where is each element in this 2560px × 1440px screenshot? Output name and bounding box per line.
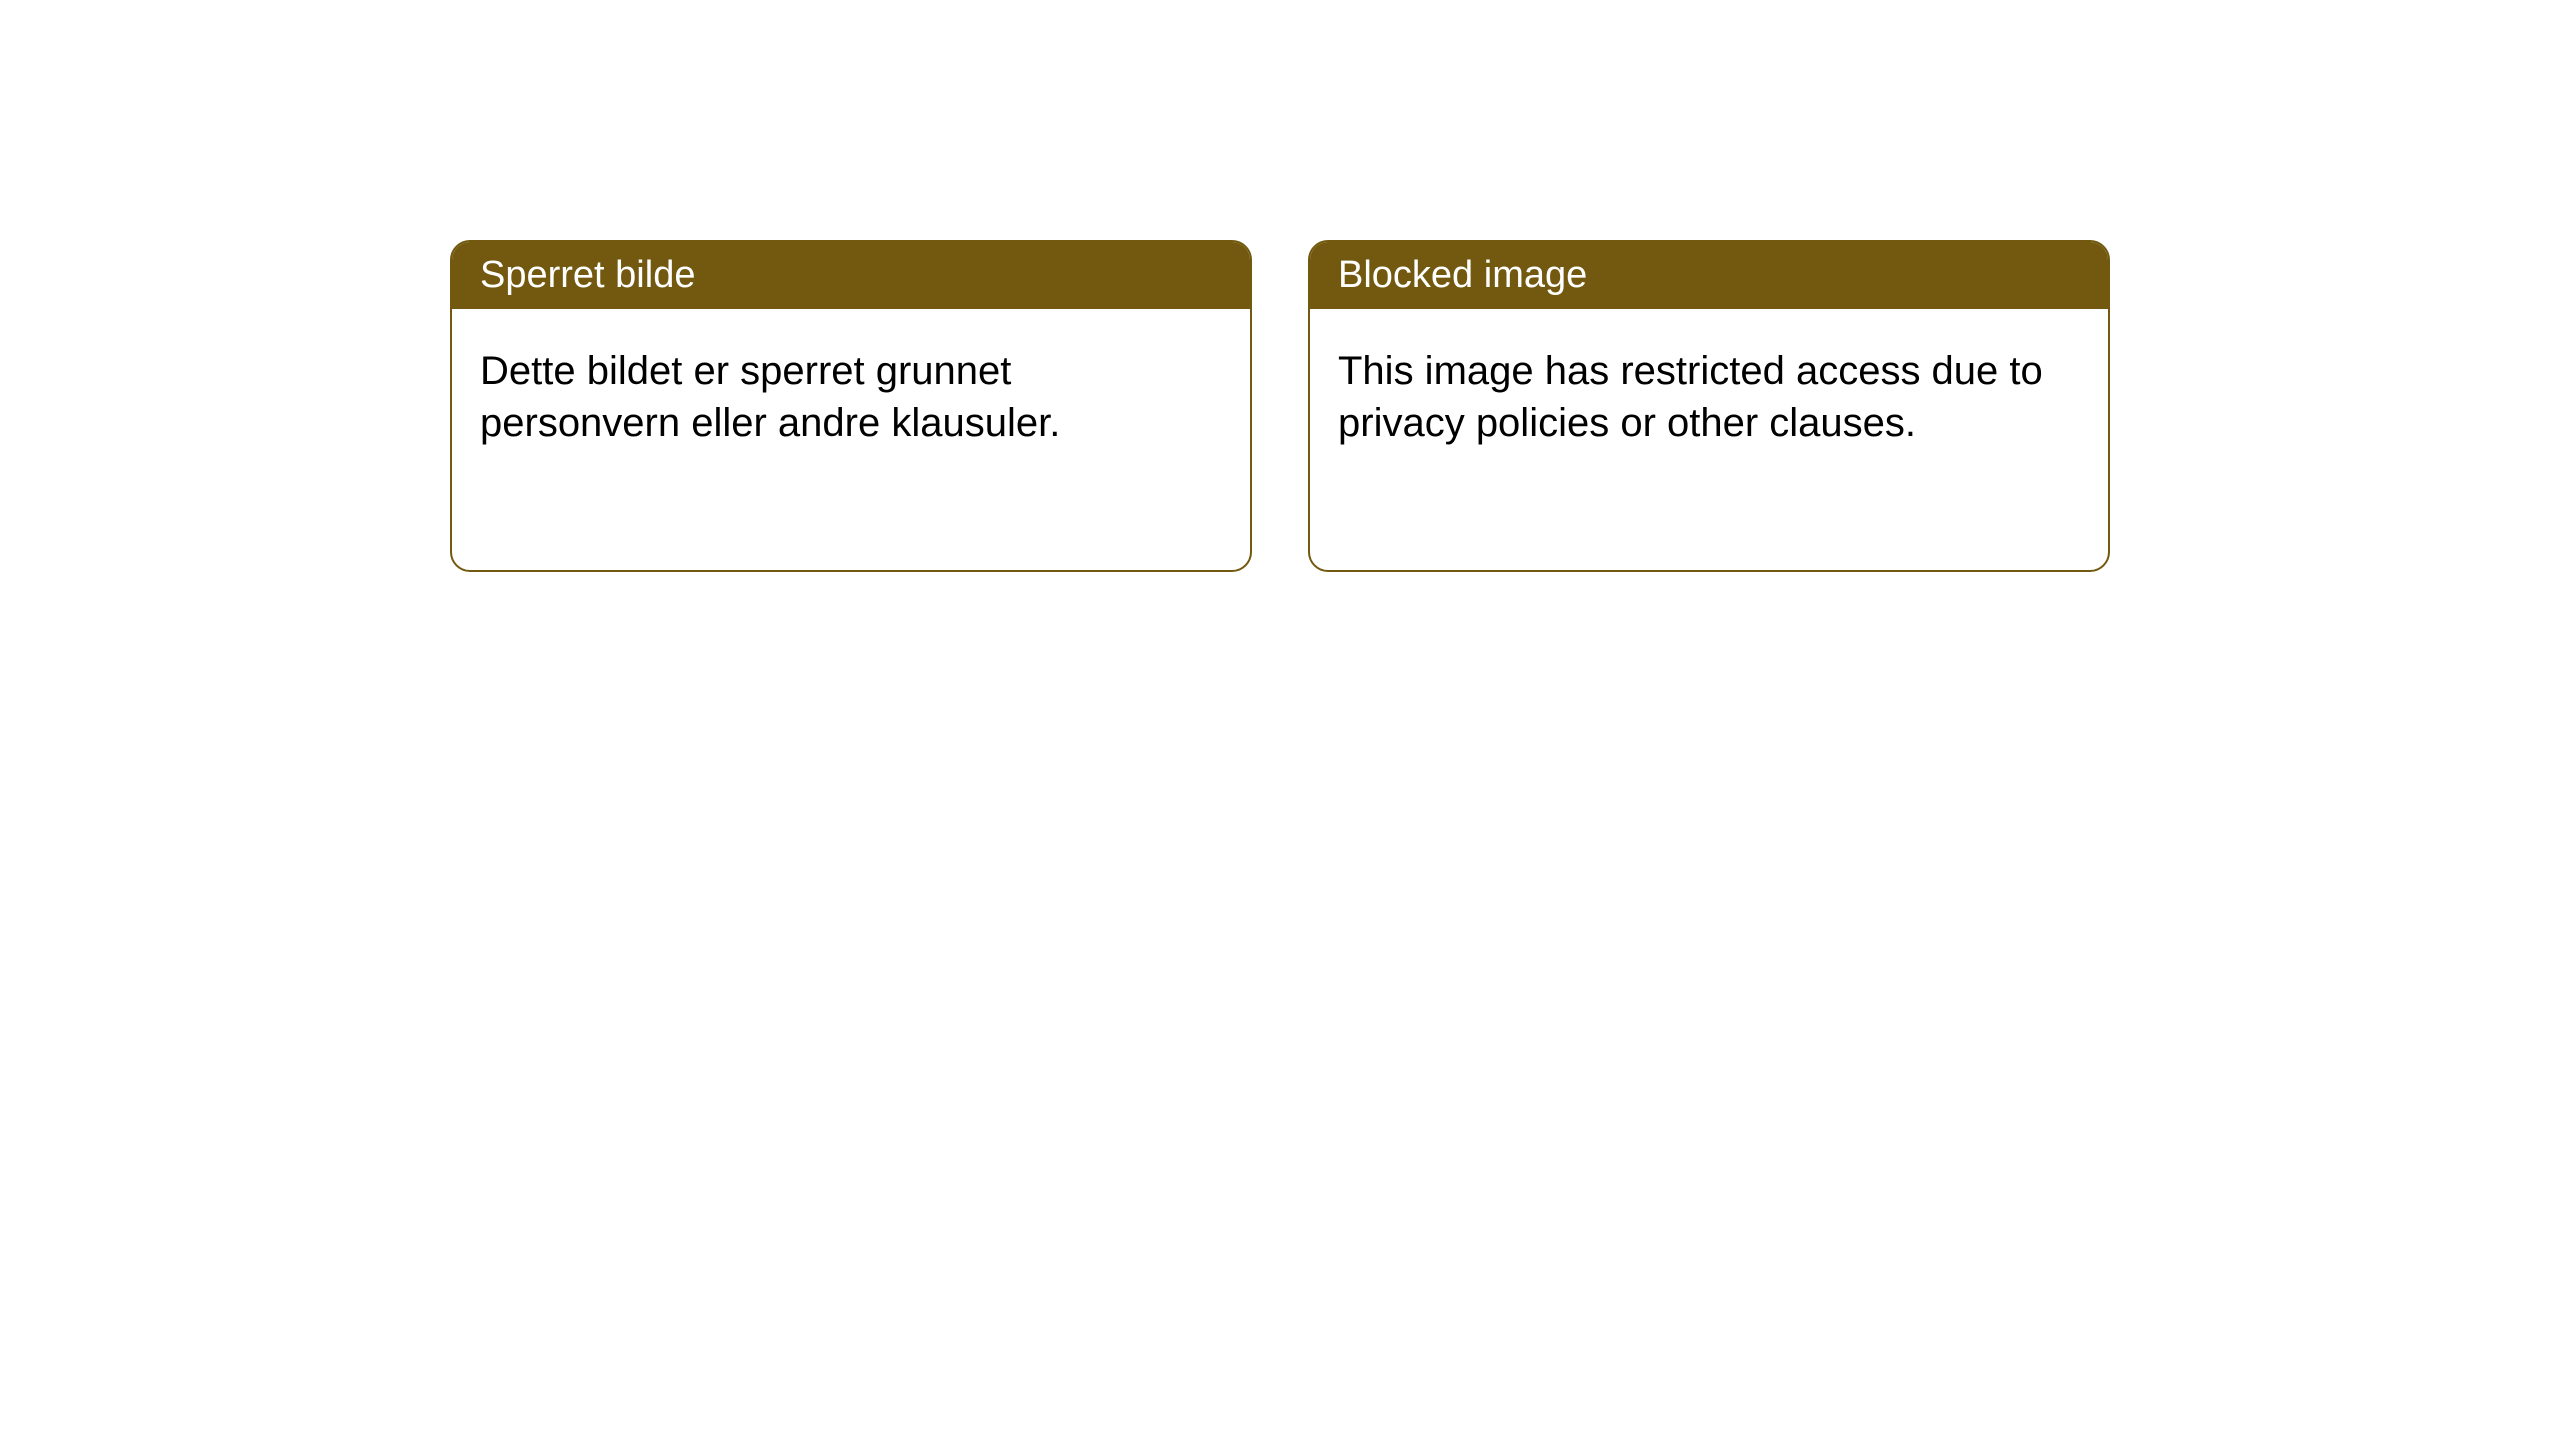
notice-card-norwegian: Sperret bilde Dette bildet er sperret gr… <box>450 240 1252 572</box>
notice-cards-container: Sperret bilde Dette bildet er sperret gr… <box>450 240 2110 572</box>
notice-card-english: Blocked image This image has restricted … <box>1308 240 2110 572</box>
card-header: Blocked image <box>1310 242 2108 309</box>
card-header: Sperret bilde <box>452 242 1250 309</box>
card-body: This image has restricted access due to … <box>1310 309 2108 485</box>
card-body: Dette bildet er sperret grunnet personve… <box>452 309 1250 485</box>
